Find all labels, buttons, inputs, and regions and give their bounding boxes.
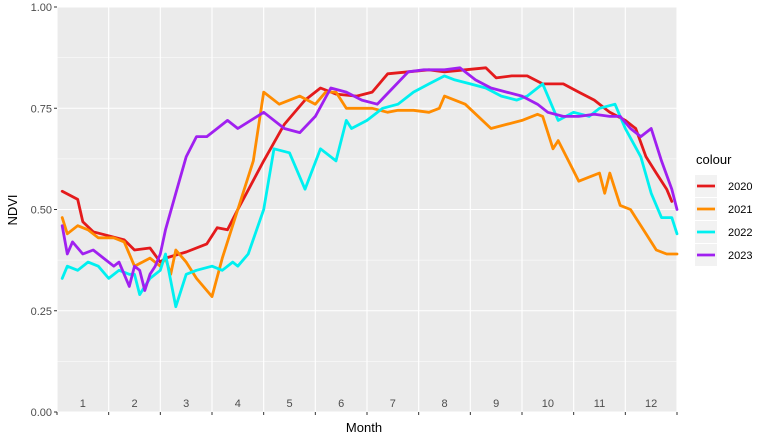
month-label: 2 <box>131 398 137 410</box>
month-label: 3 <box>183 398 189 410</box>
month-label: 5 <box>286 398 292 410</box>
y-tick-label: 1.00 <box>31 2 52 14</box>
series-line-2023 <box>60 66 679 292</box>
legend: colour 2020 2021 2022 2023 <box>695 152 752 266</box>
legend-label: 2022 <box>728 227 752 239</box>
month-label: 4 <box>235 398 241 410</box>
legend-label: 2020 <box>728 181 752 193</box>
series-line-2022 <box>60 74 679 309</box>
month-label: 8 <box>441 398 447 410</box>
y-tick-label: 0.25 <box>31 306 52 318</box>
month-labels: 1 2 3 4 5 6 7 8 9 10 11 12 <box>80 398 658 410</box>
y-axis-title: NDVI <box>5 194 20 225</box>
x-axis-title: Month <box>346 420 382 435</box>
month-label: 7 <box>390 398 396 410</box>
legend-label: 2021 <box>728 204 752 216</box>
month-label: 11 <box>594 398 605 410</box>
y-axis: 0.00 0.25 0.50 0.75 1.00 <box>31 2 57 419</box>
month-label: 6 <box>338 398 344 410</box>
y-tick-label: 0.75 <box>31 103 52 115</box>
y-tick-label: 0.00 <box>31 407 52 419</box>
series-line-2020 <box>60 66 674 264</box>
month-label: 10 <box>542 398 554 410</box>
legend-title: colour <box>696 152 732 167</box>
x-axis <box>56 412 678 415</box>
month-label: 1 <box>80 398 86 410</box>
series-layer <box>60 66 679 309</box>
series-line-2021 <box>60 90 679 299</box>
month-label: 12 <box>645 398 657 410</box>
legend-label: 2023 <box>728 250 752 262</box>
y-tick-label: 0.50 <box>31 205 52 217</box>
month-label: 9 <box>493 398 499 410</box>
